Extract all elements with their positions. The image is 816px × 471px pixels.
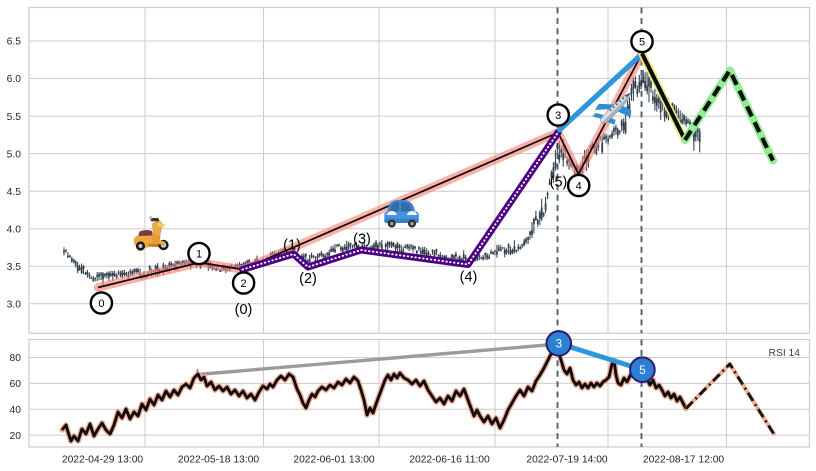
svg-text:5: 5 bbox=[639, 365, 645, 377]
svg-text:(0): (0) bbox=[235, 302, 253, 318]
svg-text:2022-07-19 14:00: 2022-07-19 14:00 bbox=[526, 455, 608, 466]
svg-text:2022-06-16 11:00: 2022-06-16 11:00 bbox=[409, 455, 490, 466]
svg-text:3: 3 bbox=[556, 339, 562, 351]
svg-text:60: 60 bbox=[10, 379, 22, 390]
svg-text:(1): (1) bbox=[283, 238, 301, 254]
svg-text:3.0: 3.0 bbox=[7, 300, 22, 311]
svg-text:(5): (5) bbox=[550, 175, 568, 191]
svg-text:2022-05-18 13:00: 2022-05-18 13:00 bbox=[178, 455, 260, 466]
svg-text:40: 40 bbox=[10, 405, 22, 416]
svg-text:6.5: 6.5 bbox=[7, 37, 22, 48]
svg-text:6.0: 6.0 bbox=[7, 74, 22, 85]
svg-text:4.5: 4.5 bbox=[7, 187, 22, 198]
svg-text:(3): (3) bbox=[353, 232, 371, 248]
svg-text:RSI 14: RSI 14 bbox=[769, 348, 801, 359]
svg-text:2: 2 bbox=[241, 278, 247, 290]
svg-text:3: 3 bbox=[555, 110, 561, 122]
svg-text:5.5: 5.5 bbox=[7, 112, 22, 123]
svg-text:2022-06-01 13:00: 2022-06-01 13:00 bbox=[293, 455, 375, 466]
svg-text:4: 4 bbox=[576, 181, 582, 193]
svg-text:5.0: 5.0 bbox=[7, 149, 22, 160]
svg-text:1: 1 bbox=[196, 249, 202, 261]
svg-text:80: 80 bbox=[10, 353, 22, 364]
svg-text:(4): (4) bbox=[460, 270, 478, 286]
svg-text:0: 0 bbox=[98, 298, 104, 310]
svg-text:(2): (2) bbox=[299, 271, 317, 287]
svg-text:5: 5 bbox=[639, 37, 645, 49]
svg-text:4.0: 4.0 bbox=[7, 224, 22, 235]
svg-text:2022-04-29 13:00: 2022-04-29 13:00 bbox=[62, 455, 144, 466]
svg-text:3.5: 3.5 bbox=[7, 262, 22, 273]
svg-text:2022-08-17 12:00: 2022-08-17 12:00 bbox=[643, 455, 725, 466]
svg-text:20: 20 bbox=[10, 431, 22, 442]
